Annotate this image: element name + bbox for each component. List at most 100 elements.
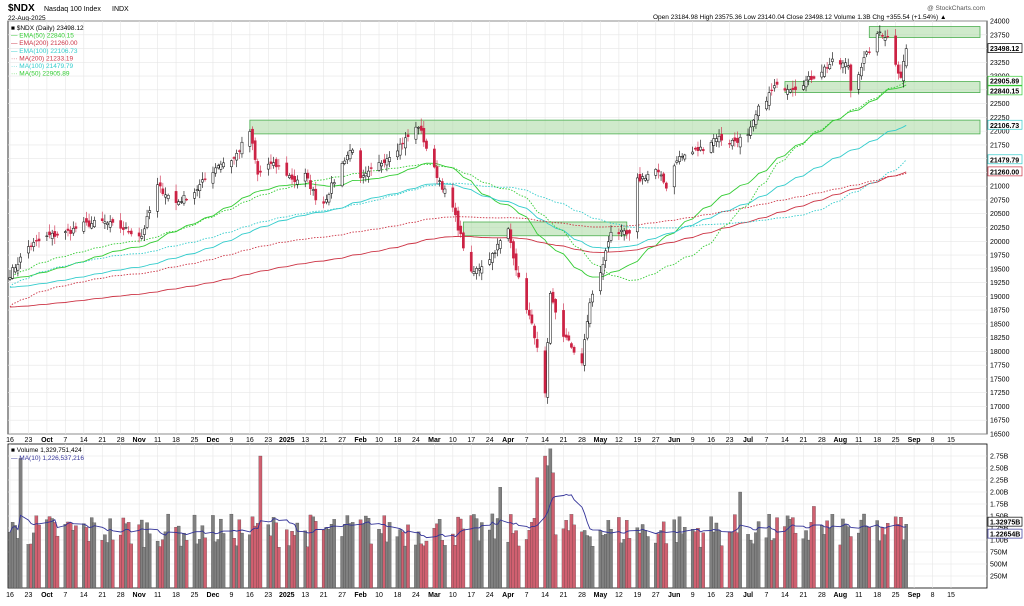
date-tick-label: 14 xyxy=(541,592,549,599)
date-tick-label: 28 xyxy=(578,437,586,444)
date-tick-label: 14 xyxy=(781,437,789,444)
price-tick-label: 18750 xyxy=(990,308,1010,315)
volume-bar xyxy=(590,546,595,589)
date-tick-label: 21 xyxy=(799,437,807,444)
candle-body xyxy=(767,92,771,106)
candle-body xyxy=(237,150,241,152)
date-tick-label: 17 xyxy=(467,437,475,444)
candle-body xyxy=(617,232,621,235)
date-tick-label: 25 xyxy=(191,437,199,444)
candle-body xyxy=(222,162,225,168)
price-legend: ■ $NDX (Daily) 23498.12— EMA(50) 22840.1… xyxy=(11,25,84,78)
legend-entry: — EMA(100) 22106.73 xyxy=(11,48,78,55)
volume-bar xyxy=(424,540,429,589)
date-tick-label: 23 xyxy=(264,437,272,444)
volume-bar xyxy=(166,513,170,589)
legend-entry: ··· MA(50) 22905.89 xyxy=(11,71,70,78)
candle-body xyxy=(158,182,162,187)
date-tick-label: 18 xyxy=(172,592,180,599)
volume-bar xyxy=(830,514,835,589)
candle-body xyxy=(121,227,125,230)
candle-body xyxy=(572,346,576,353)
price-badge: 22840.15 xyxy=(987,85,1023,95)
candle-body xyxy=(295,179,299,185)
candle-body xyxy=(646,174,650,181)
date-tick-label: Sep xyxy=(908,592,921,599)
volume-bar xyxy=(443,545,447,589)
date-tick-label: Feb xyxy=(354,592,366,599)
candle-body xyxy=(177,201,181,205)
volume-badge: 1.22654B xyxy=(987,528,1023,539)
candle-body xyxy=(259,170,262,173)
volume-tick-label: 2.25B xyxy=(990,478,1009,485)
legend-entry: — EMA(200) 21260.00 xyxy=(11,40,78,47)
price-tick-label: 23250 xyxy=(990,60,1010,67)
candle-body xyxy=(530,314,534,324)
price-badge: 23498.12 xyxy=(987,43,1023,53)
price-grid xyxy=(8,20,987,435)
date-tick-label: 8 xyxy=(931,592,935,599)
volume-bar xyxy=(551,472,555,589)
candle-body xyxy=(419,125,423,131)
candle-body xyxy=(274,159,278,168)
candle-body xyxy=(29,245,33,247)
volume-bar xyxy=(221,533,226,589)
candle-body xyxy=(404,137,407,149)
candle-body xyxy=(712,138,716,146)
candle-body xyxy=(730,140,734,147)
price-badge: 21260.00 xyxy=(987,166,1023,176)
candle-body xyxy=(838,60,842,65)
candle-body xyxy=(11,267,14,279)
candle-body xyxy=(506,228,510,239)
date-tick-label: 19 xyxy=(633,592,641,599)
candle-body xyxy=(156,184,159,212)
candle-body xyxy=(791,87,795,90)
candle-body xyxy=(765,100,768,110)
volume-tick-label: 750M xyxy=(990,550,1008,557)
date-tick-label: 14 xyxy=(541,437,549,444)
candle-body xyxy=(195,189,199,191)
candle-body xyxy=(820,71,824,78)
date-tick-label: 9 xyxy=(229,592,233,599)
volume-bar xyxy=(498,487,502,589)
date-tick-label: 21 xyxy=(98,437,106,444)
candle-body xyxy=(272,162,275,166)
candle-body xyxy=(100,218,104,221)
candle-body xyxy=(886,35,890,38)
volume-legend: ■ Volume 1,329,751,424— MA(10) 1,226,537… xyxy=(11,447,84,462)
date-tick-label: Apr xyxy=(502,592,514,599)
volume-ma10-line xyxy=(9,494,907,539)
date-tick-label: 21 xyxy=(320,437,328,444)
volume-bar xyxy=(572,524,576,589)
candle-body xyxy=(606,241,610,248)
price-tick-label: 21750 xyxy=(990,142,1010,149)
date-tick-label: 23 xyxy=(264,592,272,599)
candle-body xyxy=(546,342,550,398)
candle-body xyxy=(422,128,426,143)
candle-body xyxy=(214,167,217,174)
candle-body xyxy=(701,149,705,152)
candle-body xyxy=(27,246,30,254)
candle-body xyxy=(512,241,515,259)
candle-body xyxy=(849,64,853,91)
candle-body xyxy=(438,180,441,182)
date-tick-label: 16 xyxy=(707,437,715,444)
volume-bar xyxy=(55,535,60,589)
date-tick-label: 24 xyxy=(486,592,494,599)
date-tick-label: May xyxy=(594,437,608,444)
candle-body xyxy=(56,233,59,236)
date-axis-top: 16 23 Oct 7 14 21 28 Nov 11 18 25 Dec 9 16 23 2025 13 21 2… xyxy=(6,437,955,444)
candle-body xyxy=(346,155,349,161)
candle-body xyxy=(831,58,834,62)
candle-body xyxy=(211,172,215,184)
candle-body xyxy=(878,31,882,34)
date-tick-label: 16 xyxy=(6,437,14,444)
candle-body xyxy=(435,166,439,178)
date-tick-label: 15 xyxy=(947,592,955,599)
price-badge-label: 23498.12 xyxy=(990,46,1019,53)
candle-body xyxy=(857,74,861,90)
date-tick-label: 28 xyxy=(818,592,826,599)
price-tick-label: 22250 xyxy=(990,115,1010,122)
price-tick-label: 22500 xyxy=(990,101,1010,108)
date-tick-label: 23 xyxy=(726,437,734,444)
